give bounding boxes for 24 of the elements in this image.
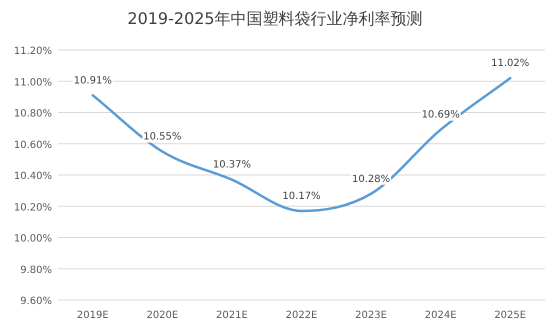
x-tick-label: 2021E	[216, 310, 248, 321]
x-tick-label: 2022E	[286, 310, 318, 321]
data-label: 10.17%	[282, 190, 321, 202]
data-label: 10.55%	[143, 132, 182, 143]
y-tick-label: 10.00%	[14, 234, 52, 244]
chart-title: 2019-2025年中国塑料袋行业净利率预测	[127, 9, 423, 28]
x-tick-label: 2024E	[424, 310, 457, 321]
x-tick-label: 2020E	[146, 310, 178, 321]
data-label: 10.28%	[352, 174, 390, 185]
data-label: 11.02%	[491, 58, 530, 70]
y-tick-label: 9.80%	[20, 264, 52, 276]
y-tick-label: 11.00%	[14, 77, 52, 88]
y-tick-label: 10.60%	[14, 140, 52, 151]
x-tick-label: 2023E	[355, 310, 387, 321]
y-tick-label: 9.60%	[20, 296, 52, 307]
x-tick-label: 2019E	[76, 310, 109, 321]
data-label: 10.91%	[74, 75, 112, 86]
y-tick-label: 10.20%	[14, 202, 52, 214]
x-tick-label: 2025E	[494, 310, 526, 321]
data-label: 10.69%	[422, 110, 460, 121]
y-tick-label: 10.40%	[14, 171, 52, 182]
data-label: 10.37%	[212, 160, 251, 171]
y-tick-label: 10.80%	[14, 108, 52, 120]
y-tick-label: 11.20%	[14, 46, 52, 57]
